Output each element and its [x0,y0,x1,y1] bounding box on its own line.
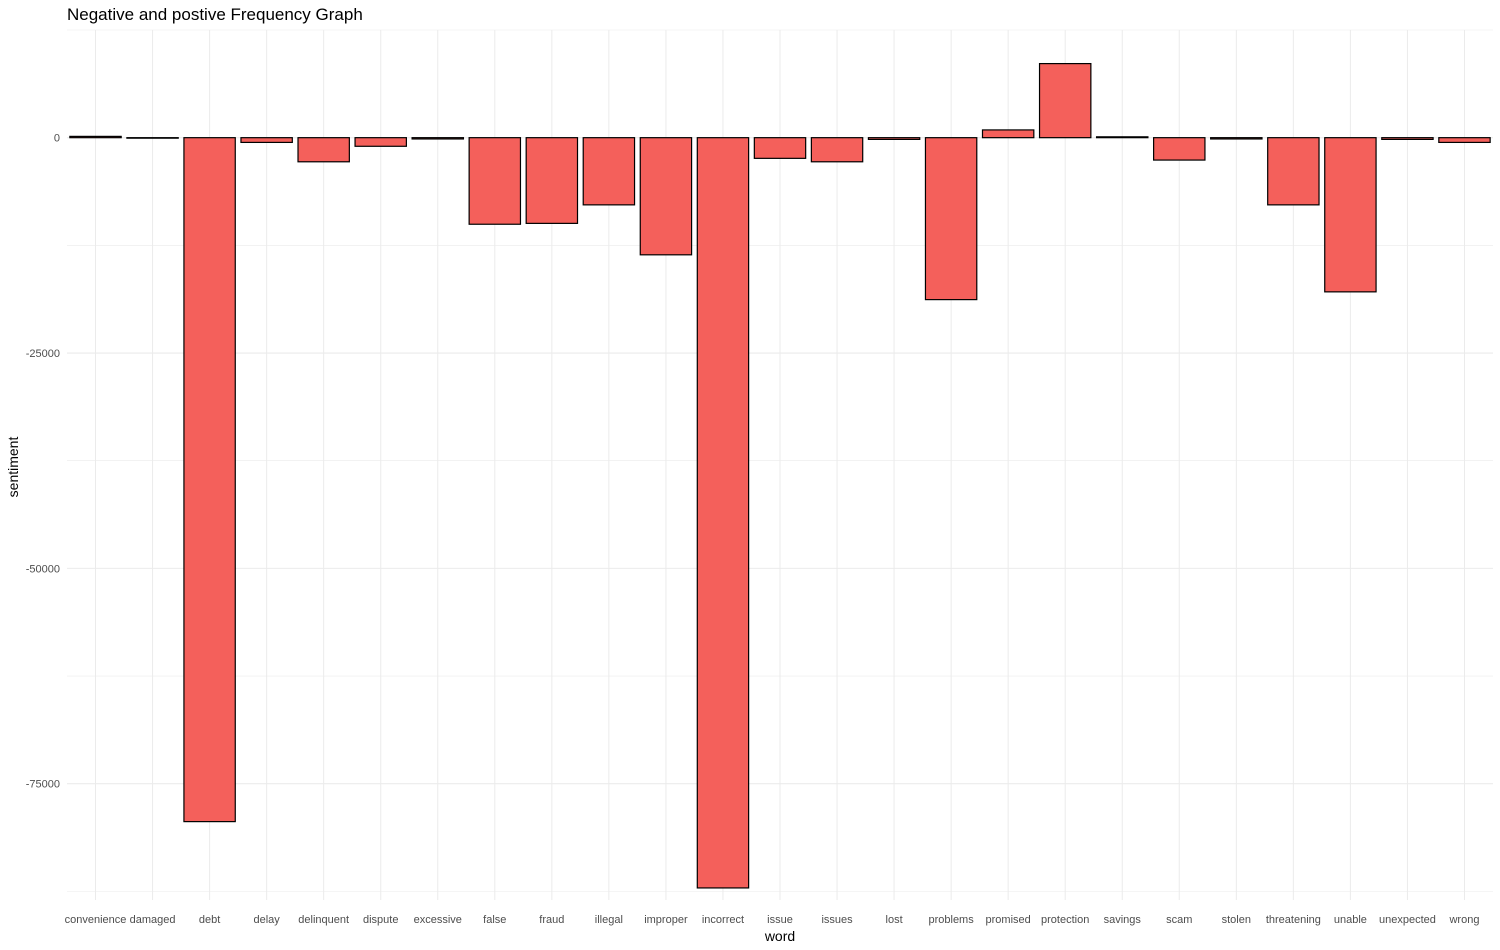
bar-dispute [354,137,407,147]
x-tick-label: debt [199,914,220,926]
x-axis-title: word [764,928,795,944]
bar-convenience [69,135,122,139]
bar-incorrect [696,137,750,889]
x-tick-label: scam [1166,914,1192,926]
x-tick-label: threatening [1266,914,1321,926]
x-tick-label: convenience [65,914,127,926]
bar-scam [1153,137,1206,161]
x-tick-label: unexpected [1379,914,1436,926]
x-tick-label: promised [986,914,1031,926]
chart-title: Negative and postive Frequency Graph [67,5,363,24]
y-tick-label: 0 [54,133,60,145]
bar-debt [183,137,236,823]
bar-protection [1038,62,1092,139]
bar-promised [981,129,1035,139]
x-tick-label: fraud [539,914,564,926]
x-tick-label: unable [1334,914,1367,926]
bar-unable [1324,137,1377,293]
bar-problems [924,137,978,301]
bar-fraud [525,137,579,224]
x-axis-ticks: convenience damaged debt delay delinquent dis… [65,914,1480,926]
x-tick-label: damaged [130,914,176,926]
x-tick-label: delay [253,914,280,926]
x-tick-label: savings [1104,914,1142,926]
x-tick-label: incorrect [702,914,744,926]
bar-false [468,137,522,225]
x-tick-label: problems [928,914,974,926]
x-tick-label: dispute [363,914,398,926]
bar-delinquent [297,137,350,163]
bar-improper [639,137,693,256]
x-tick-label: lost [886,914,903,926]
x-tick-label: stolen [1222,914,1251,926]
x-tick-label: false [483,914,506,926]
bar-issue [753,137,807,159]
bar-wrong [1438,137,1491,144]
bar-savings [1095,136,1149,139]
y-tick-label: -25000 [26,348,60,360]
bars [69,62,1491,889]
y-tick-label: -75000 [26,779,60,791]
bar-threatening [1267,137,1320,206]
x-tick-label: illegal [595,914,623,926]
bar-stolen [1210,137,1263,140]
x-tick-label: improper [644,914,688,926]
bar-excessive [411,137,465,140]
x-tick-label: wrong [1448,914,1479,926]
bar-damaged [126,137,179,139]
bar-illegal [582,137,636,206]
y-axis-ticks: 0 -25000 -50000 -75000 [26,133,60,791]
x-tick-label: issues [821,914,853,926]
y-tick-label: -50000 [26,563,60,575]
bar-lost [867,137,921,140]
bar-delay [240,137,293,144]
x-tick-label: issue [767,914,793,926]
y-axis-title: sentiment [5,437,21,498]
x-tick-label: protection [1041,914,1089,926]
bar-unexpected [1381,137,1434,140]
x-tick-label: delinquent [298,914,349,926]
x-tick-label: excessive [414,914,462,926]
bar-issues [810,137,864,163]
